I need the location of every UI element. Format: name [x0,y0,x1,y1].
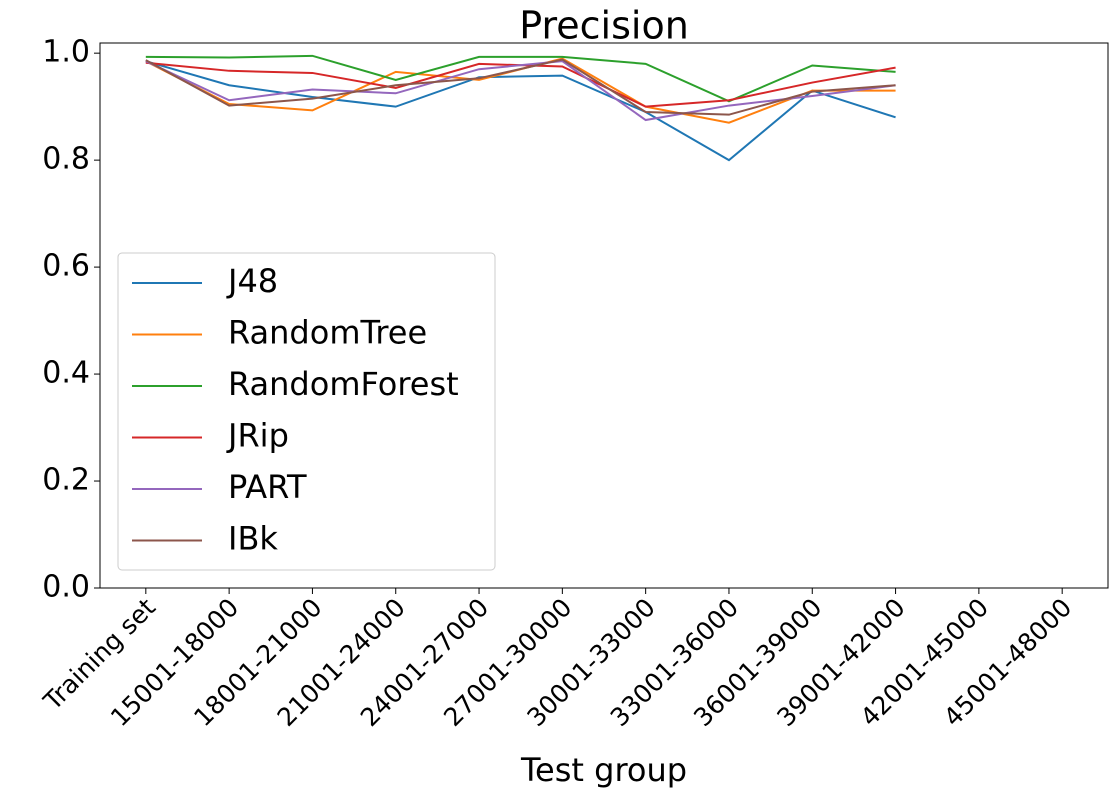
y-tick-label: 0.2 [42,463,90,498]
series-line [145,54,896,103]
legend-label: RandomForest [228,365,459,403]
plot-frame [99,42,1109,589]
y-tick-label: 0.4 [42,356,90,391]
chart-title: Precision [519,4,689,48]
series-line [145,60,896,162]
y-tick-label: 0.0 [42,570,90,605]
y-tick-label: 1.0 [42,35,90,70]
x-axis-label: Test group [520,751,687,789]
legend-label: IBk [228,520,278,558]
legend-label: J48 [226,262,278,300]
y-tick-label: 0.6 [42,249,90,284]
legend-label: JRip [226,417,289,455]
y-tick-label: 0.8 [42,142,90,177]
legend-box [117,252,496,571]
legend-label: RandomTree [228,314,427,352]
series-line [145,58,896,116]
series-line [145,60,896,122]
legend-label: PART [228,468,307,506]
